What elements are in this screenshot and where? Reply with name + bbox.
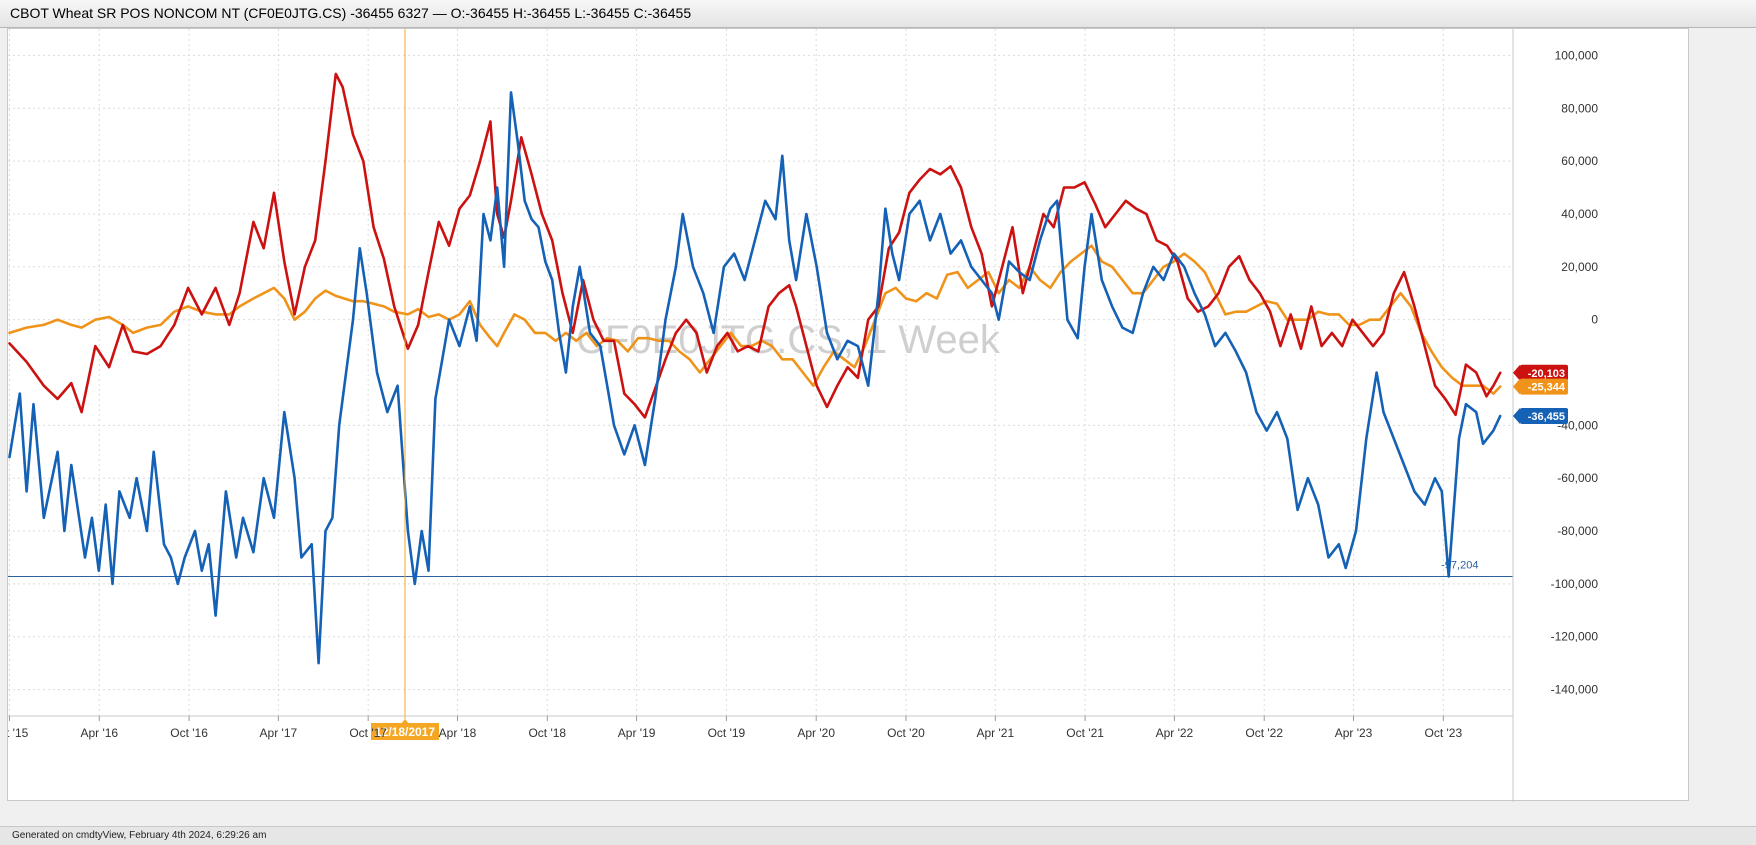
- x-tick-label: Oct '19: [708, 726, 746, 740]
- crosshair-date-label: 12/18/2017: [375, 725, 435, 739]
- x-tick-label: Oct '18: [528, 726, 566, 740]
- x-tick-label: Apr '22: [1156, 726, 1194, 740]
- x-tick-label: Apr '16: [80, 726, 118, 740]
- x-tick-label: Oct '15: [8, 726, 29, 740]
- y-tick-label: -120,000: [1551, 630, 1599, 644]
- chart-svg[interactable]: CF0E0JTG.CS, 1 Week -97,204 12/18/2017 1…: [8, 29, 1690, 802]
- x-tick-label: Oct '16: [170, 726, 208, 740]
- x-tick-label: Apr '23: [1335, 726, 1373, 740]
- last-value-pointer: [1513, 407, 1520, 424]
- crosshair: 12/18/2017: [371, 29, 439, 740]
- y-axis: 100,00080,00060,00040,00020,0000-40,000-…: [1512, 29, 1599, 802]
- last-value-text: -36,455: [1528, 411, 1565, 423]
- last-value-badge: -20,103: [1513, 364, 1568, 381]
- grid: [8, 29, 1513, 716]
- last-value-pointer: [1513, 378, 1520, 395]
- last-value-box: [1520, 364, 1568, 381]
- chart-area[interactable]: CF0E0JTG.CS, 1 Week -97,204 12/18/2017 1…: [7, 28, 1690, 802]
- y-tick-label: -140,000: [1551, 683, 1599, 697]
- crosshair-pointer: [401, 719, 409, 724]
- x-tick-label: Apr '17: [260, 726, 298, 740]
- x-tick-label: Oct '20: [887, 726, 925, 740]
- last-value-pointer: [1513, 364, 1520, 381]
- last-value-box: [1520, 407, 1568, 424]
- x-axis: Oct '15 Apr '16 Oct '16 Apr '17 Oct '17 Apr '…: [8, 715, 1513, 740]
- crosshair-date-box: [371, 723, 439, 740]
- y-tick-label: -80,000: [1557, 524, 1598, 538]
- x-tick-label: Apr '19: [618, 726, 656, 740]
- y-tick-label: -60,000: [1557, 471, 1598, 485]
- y-tick-label: 40,000: [1561, 207, 1598, 221]
- x-tick-label: Oct '17: [349, 726, 387, 740]
- watermark: CF0E0JTG.CS, 1 Week: [576, 318, 1001, 362]
- footer-text: Generated on cmdtyView, February 4th 202…: [12, 830, 267, 841]
- x-tick-label: Apr '21: [976, 726, 1014, 740]
- last-value-badge: -25,344: [1513, 378, 1568, 395]
- y-tick-label: -100,000: [1551, 577, 1599, 591]
- chart-title: CBOT Wheat SR POS NONCOM NT (CF0E0JTG.CS…: [10, 5, 692, 21]
- x-tick-label: Oct '21: [1066, 726, 1104, 740]
- series-line-red: [8, 72, 1502, 419]
- x-tick-label: Oct '22: [1245, 726, 1283, 740]
- last-value-text: -20,103: [1528, 368, 1565, 380]
- last-value-badge: -36,455: [1513, 407, 1568, 424]
- footer: Generated on cmdtyView, February 4th 202…: [0, 826, 1756, 845]
- y-tick-label: 0: [1591, 313, 1598, 327]
- last-value-box: [1520, 378, 1568, 395]
- title-bar: CBOT Wheat SR POS NONCOM NT (CF0E0JTG.CS…: [0, 0, 1756, 28]
- y-tick-label: 80,000: [1561, 101, 1598, 115]
- series-line-blue: [8, 91, 1502, 665]
- last-value-text: -25,344: [1528, 382, 1566, 394]
- x-tick-label: Oct '23: [1424, 726, 1462, 740]
- x-tick-label: Apr '20: [797, 726, 835, 740]
- y-tick-label: 60,000: [1561, 154, 1598, 168]
- last-value-labels: -20,103 -25,344 -36,455: [1513, 364, 1568, 424]
- min-line-layer: -97,204: [8, 559, 1513, 577]
- y-tick-label: 20,000: [1561, 260, 1598, 274]
- x-tick-label: Apr '18: [439, 726, 477, 740]
- y-tick-label: 100,000: [1555, 48, 1599, 62]
- series-layer: [8, 72, 1502, 665]
